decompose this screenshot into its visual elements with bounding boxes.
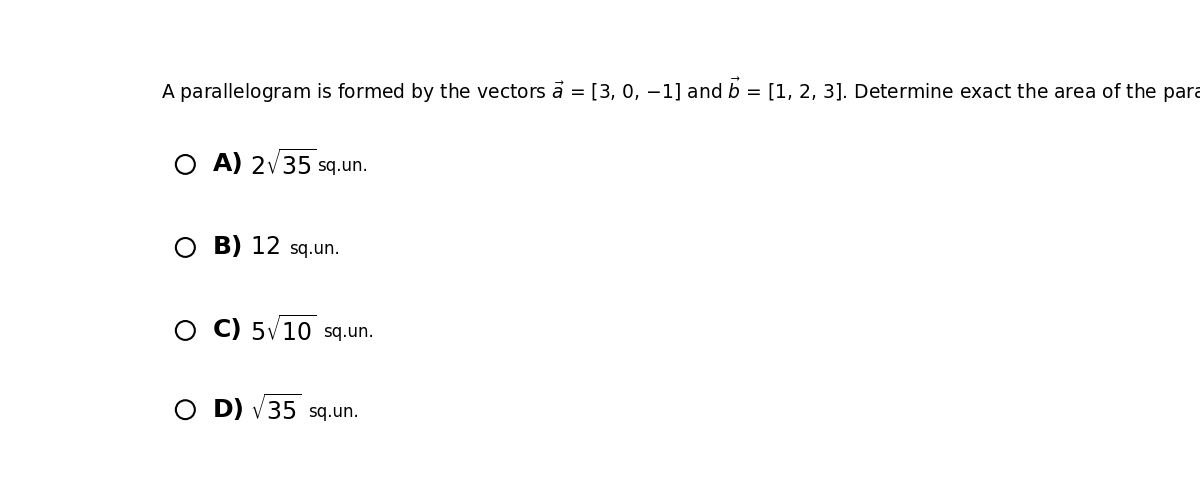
Text: B): B) [214, 236, 244, 259]
Text: $5\sqrt{10}$: $5\sqrt{10}$ [251, 315, 317, 346]
Text: sq.un.: sq.un. [308, 403, 359, 420]
Text: A): A) [214, 152, 244, 176]
Text: sq.un.: sq.un. [317, 157, 368, 175]
Text: A parallelogram is formed by the vectors $\vec{a}$ = [3, 0, $-$1] and $\vec{b}$ : A parallelogram is formed by the vectors… [161, 76, 1200, 105]
Text: $2\sqrt{35}$: $2\sqrt{35}$ [251, 149, 317, 180]
Text: C): C) [214, 318, 242, 343]
Text: sq.un.: sq.un. [289, 240, 341, 258]
Text: sq.un.: sq.un. [323, 323, 373, 342]
Text: $\sqrt{35}$: $\sqrt{35}$ [251, 394, 302, 425]
Text: D): D) [214, 398, 245, 422]
Text: $12$: $12$ [251, 236, 280, 259]
